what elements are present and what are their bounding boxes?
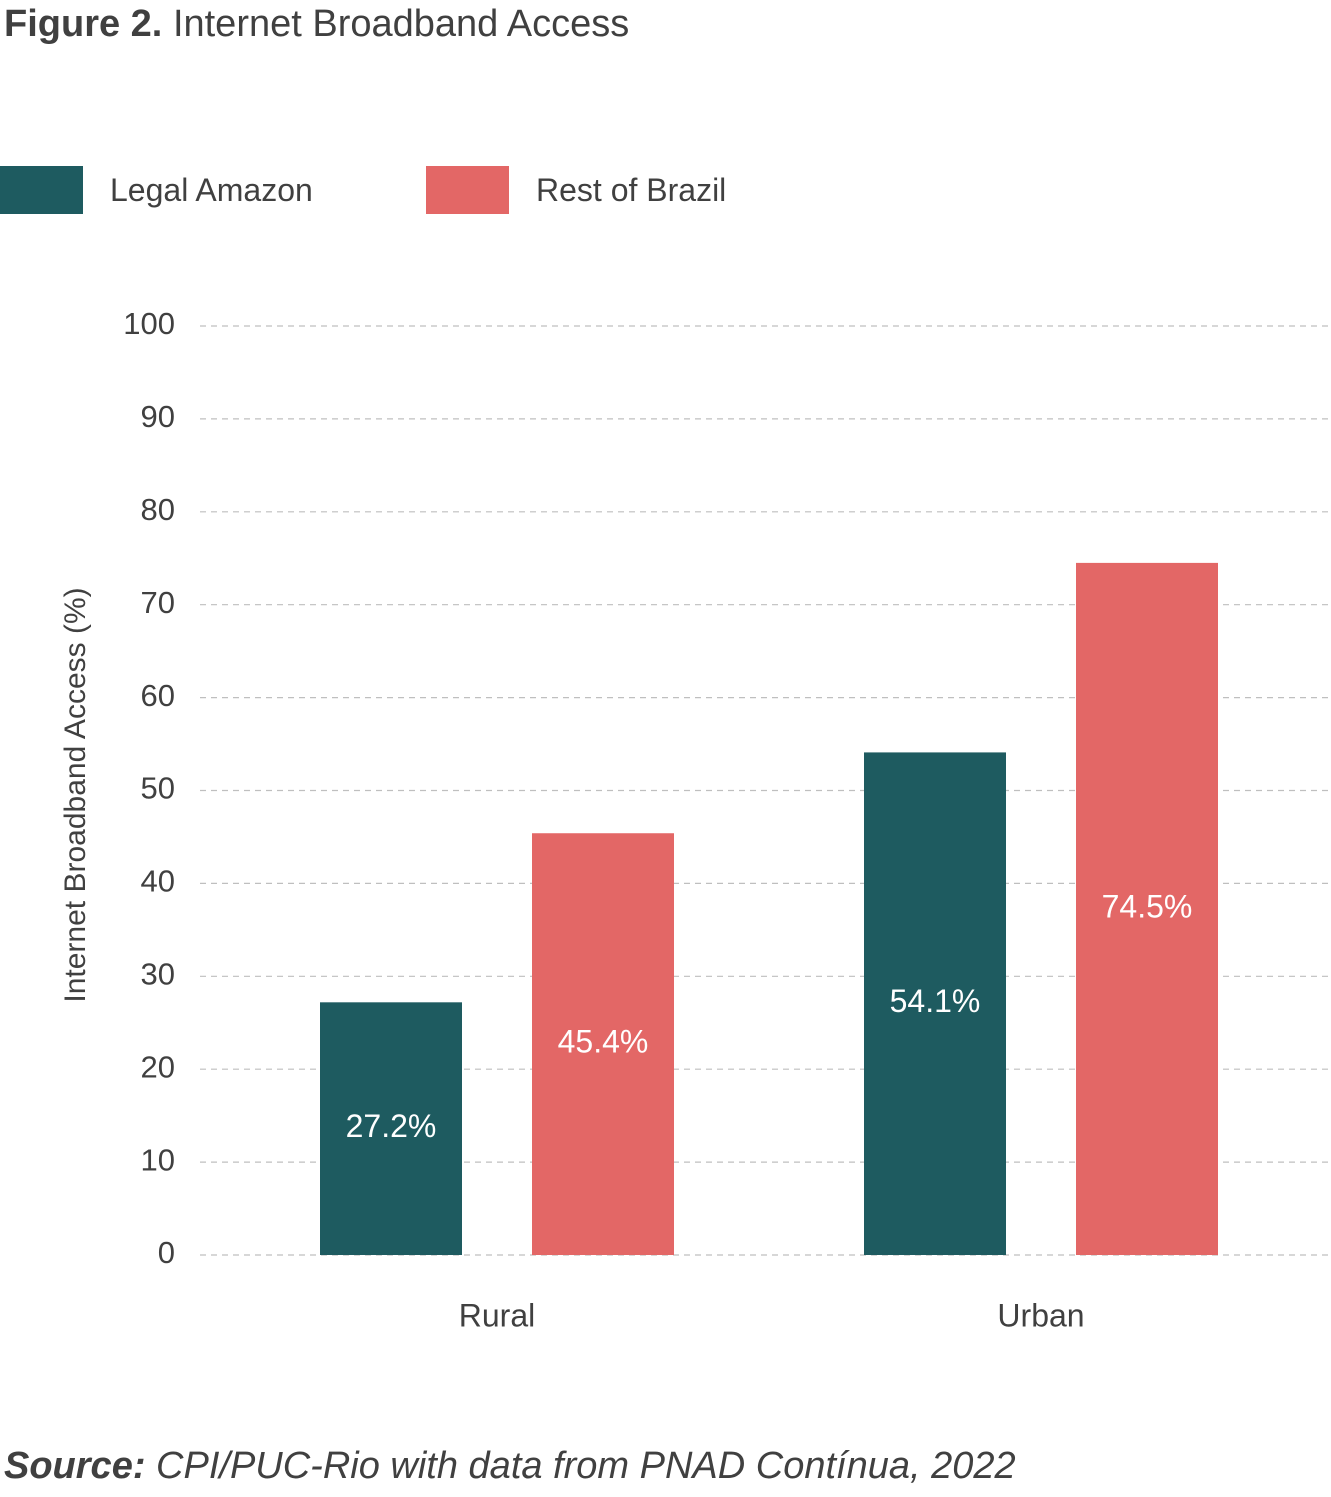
y-axis-ticks: 0 10 20 30 40 50 60 70 80 90 100 bbox=[123, 306, 175, 1270]
y-tick-label: 20 bbox=[141, 1049, 175, 1084]
y-tick-label: 70 bbox=[141, 585, 175, 620]
x-axis-categories: Rural Urban bbox=[459, 1297, 1085, 1333]
source-text: CPI/PUC-Rio with data from PNAD Contínua… bbox=[156, 1445, 1016, 1487]
data-label-legal-amazon-rural: 27.2% bbox=[346, 1108, 437, 1144]
y-tick-label: 40 bbox=[141, 864, 175, 899]
y-tick-label: 60 bbox=[141, 678, 175, 713]
figure-title: Figure 2. Internet Broadband Access bbox=[4, 0, 629, 48]
legend-item-rest-of-brazil: Rest of Brazil bbox=[426, 166, 756, 214]
bar-rest-of-brazil-rural bbox=[532, 833, 674, 1255]
bar-chart: 0 10 20 30 40 50 60 70 80 90 100 27.2% 45.4% 54.1% 74… bbox=[59, 306, 1331, 1333]
x-category-label-urban: Urban bbox=[997, 1297, 1084, 1333]
y-axis-title: Internet Broadband Access (%) bbox=[59, 587, 92, 1002]
data-label-rest-of-brazil-urban: 74.5% bbox=[1102, 888, 1193, 924]
bar-rest-of-brazil-urban bbox=[1076, 562, 1218, 1255]
y-tick-label: 80 bbox=[141, 492, 175, 527]
data-label-legal-amazon-urban: 54.1% bbox=[890, 983, 981, 1019]
y-tick-label: 10 bbox=[141, 1142, 175, 1177]
y-tick-label: 90 bbox=[141, 399, 175, 434]
y-tick-label: 30 bbox=[141, 956, 175, 991]
source-label: Source: bbox=[4, 1445, 146, 1487]
legend-item-legal-amazon: Legal Amazon bbox=[0, 166, 330, 214]
legend-label-rest-of-brazil: Rest of Brazil bbox=[536, 172, 727, 208]
bar-legal-amazon-urban bbox=[864, 752, 1006, 1255]
legend-swatch-legal-amazon bbox=[0, 166, 83, 214]
figure-number: Figure 2. bbox=[4, 3, 163, 45]
bar-legal-amazon-rural bbox=[320, 1002, 462, 1255]
x-category-label-rural: Rural bbox=[459, 1297, 535, 1333]
bars bbox=[320, 562, 1218, 1255]
y-tick-label: 0 bbox=[158, 1235, 175, 1270]
y-tick-label: 100 bbox=[123, 306, 175, 341]
source-note: Source: CPI/PUC-Rio with data from PNAD … bbox=[4, 1441, 1016, 1491]
data-label-rest-of-brazil-rural: 45.4% bbox=[558, 1024, 649, 1060]
legend-swatch-rest-of-brazil bbox=[426, 166, 509, 214]
y-tick-label: 50 bbox=[141, 771, 175, 806]
legend-label-legal-amazon: Legal Amazon bbox=[110, 172, 313, 208]
figure-title-text: Internet Broadband Access bbox=[172, 3, 630, 45]
data-labels: 27.2% 45.4% 54.1% 74.5% bbox=[346, 888, 1193, 1144]
